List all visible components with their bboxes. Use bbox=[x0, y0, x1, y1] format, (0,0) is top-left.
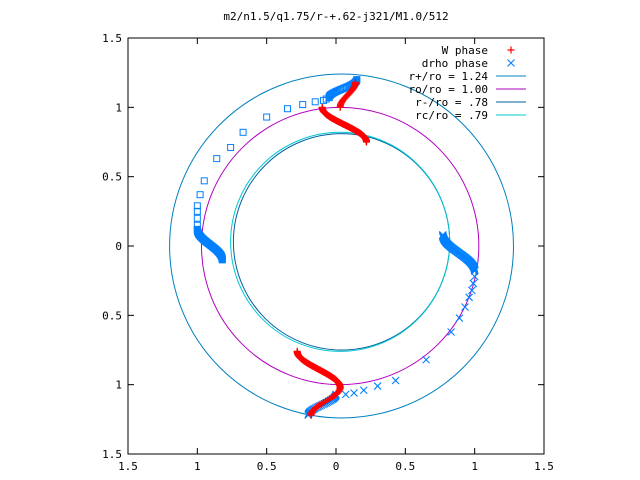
drho-square-point bbox=[213, 155, 221, 163]
circle-ro bbox=[200, 106, 480, 386]
legend-label: ro/ro = 1.00 bbox=[409, 83, 488, 96]
drho-square-point bbox=[283, 105, 291, 113]
drho-square-point bbox=[193, 214, 201, 222]
legend-label: r-/ro = .78 bbox=[415, 96, 488, 109]
drho-phase-point bbox=[470, 267, 479, 275]
legend-label: rc/ro = .79 bbox=[415, 109, 488, 122]
drho-square-point bbox=[193, 221, 201, 229]
w-phase-point bbox=[318, 103, 326, 111]
drho-phase-point bbox=[465, 293, 474, 302]
x-axis: 1.5 1 0.5 0 0.5 1 1.5 bbox=[118, 38, 554, 473]
drho-phase-point bbox=[468, 286, 476, 295]
y-tick-label: 0.5 bbox=[102, 309, 122, 322]
drho-phase-point bbox=[350, 389, 358, 397]
legend-label: W phase bbox=[442, 44, 488, 57]
drho-phase-point bbox=[373, 382, 382, 390]
circle-r- bbox=[232, 133, 451, 351]
y-tick-label: 0 bbox=[115, 240, 122, 253]
circle-r+ bbox=[169, 73, 514, 419]
circle-rc bbox=[230, 131, 451, 352]
x-tick-label: 1 bbox=[471, 460, 478, 473]
drho-phase-point bbox=[455, 314, 464, 322]
w-phase-point bbox=[307, 411, 315, 419]
drho-phase-point bbox=[422, 355, 431, 364]
x-tick-label: 1 bbox=[194, 460, 201, 473]
w-phase-point bbox=[329, 393, 337, 401]
drho-phase-point bbox=[391, 376, 400, 385]
drho-phase-point bbox=[359, 386, 368, 395]
y-axis: 1.5 1 0.5 0 0.5 1 1.5 bbox=[102, 32, 544, 461]
drho-square-point bbox=[299, 101, 307, 109]
y-tick-label: 1.5 bbox=[102, 32, 122, 45]
drho-phase-point bbox=[469, 279, 478, 288]
drho-square-point bbox=[322, 95, 330, 103]
phase-points bbox=[193, 76, 479, 420]
x-tick-label: 0.5 bbox=[257, 460, 277, 473]
drho-square-point bbox=[193, 225, 201, 233]
w-phase-point bbox=[351, 78, 359, 86]
drho-square-point bbox=[227, 144, 235, 152]
drho-square-point bbox=[196, 191, 204, 199]
drho-phase-point bbox=[447, 328, 455, 336]
drho-phase-point bbox=[341, 390, 350, 399]
drho-square-point bbox=[200, 177, 208, 185]
y-tick-label: 1.5 bbox=[102, 448, 122, 461]
x-tick-label: 1.5 bbox=[534, 460, 554, 473]
drho-square-point bbox=[193, 202, 201, 210]
drho-phase-point bbox=[470, 272, 479, 281]
drho-square-point bbox=[311, 98, 319, 106]
legend-key bbox=[507, 59, 515, 67]
legend-key bbox=[507, 46, 515, 54]
x-tick-label: 1.5 bbox=[118, 460, 138, 473]
x-tick-label: 0.5 bbox=[395, 460, 415, 473]
drho-phase-point bbox=[461, 303, 469, 311]
drho-square-point bbox=[330, 89, 338, 97]
x-tick-label: 0 bbox=[333, 460, 340, 473]
y-tick-label: 0.5 bbox=[102, 171, 122, 184]
y-tick-label: 1 bbox=[115, 101, 122, 114]
legend-label: drho phase bbox=[422, 57, 488, 70]
drho-square-point bbox=[263, 113, 271, 121]
drho-square-point bbox=[239, 128, 247, 136]
legend-label: r+/ro = 1.24 bbox=[409, 70, 489, 83]
y-tick-label: 1 bbox=[115, 379, 122, 392]
chart-title: m2/n1.5/q1.75/r-+.62-j321/M1.0/512 bbox=[223, 10, 448, 23]
